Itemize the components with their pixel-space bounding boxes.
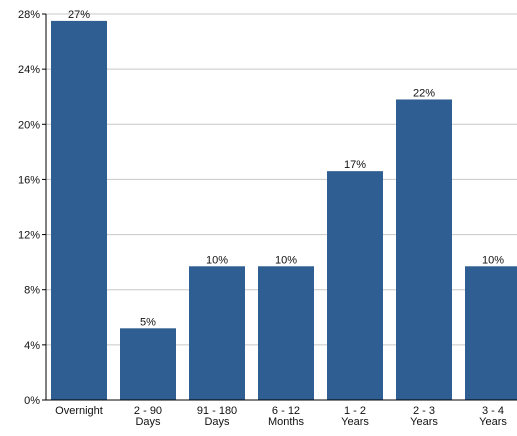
data-label: 27% bbox=[68, 9, 90, 21]
x-tick-label: Overnight bbox=[55, 405, 103, 417]
x-tick-label: Days bbox=[135, 416, 161, 428]
data-label: 10% bbox=[482, 254, 504, 266]
y-tick-label: 20% bbox=[18, 119, 40, 131]
x-tick-label: 91 - 180 bbox=[197, 405, 237, 417]
bar bbox=[120, 328, 176, 400]
y-tick-label: 8% bbox=[24, 285, 40, 297]
x-tick-label: 2 - 90 bbox=[134, 405, 162, 417]
x-tick-label: 6 - 12 bbox=[272, 405, 300, 417]
bar bbox=[327, 171, 383, 400]
labels: 0% 4% 8% 12% 16% 20% 24% 28% 27% Overnight 5% 2 - 9… bbox=[18, 9, 507, 428]
bar bbox=[465, 266, 517, 400]
x-tick-label: Years bbox=[341, 416, 369, 428]
gridlines bbox=[46, 13, 517, 346]
bar bbox=[51, 20, 107, 401]
data-label: 10% bbox=[206, 254, 228, 266]
x-tick-label: Days bbox=[204, 416, 230, 428]
data-label: 17% bbox=[344, 159, 366, 171]
x-tick-label: 1 - 2 bbox=[344, 405, 366, 417]
bars bbox=[51, 20, 517, 401]
x-tick-label: Years bbox=[479, 416, 507, 428]
bar bbox=[189, 266, 245, 400]
axes bbox=[42, 13, 517, 401]
x-tick-label: 2 - 3 bbox=[413, 405, 435, 417]
y-tick-label: 12% bbox=[18, 230, 40, 242]
bar bbox=[258, 266, 314, 400]
data-label: 22% bbox=[413, 87, 435, 99]
data-label: 10% bbox=[275, 254, 297, 266]
y-tick-label: 24% bbox=[18, 64, 40, 76]
y-tick-label: 16% bbox=[18, 174, 40, 186]
x-tick-label: 3 - 4 bbox=[482, 405, 504, 417]
x-tick-label: Months bbox=[268, 416, 305, 428]
y-tick-label: 28% bbox=[18, 9, 40, 21]
bar bbox=[396, 99, 452, 400]
x-tick-label: Years bbox=[410, 416, 438, 428]
y-tick-label: 0% bbox=[24, 395, 40, 407]
data-label: 5% bbox=[140, 316, 156, 328]
y-tick-label: 4% bbox=[24, 340, 40, 352]
